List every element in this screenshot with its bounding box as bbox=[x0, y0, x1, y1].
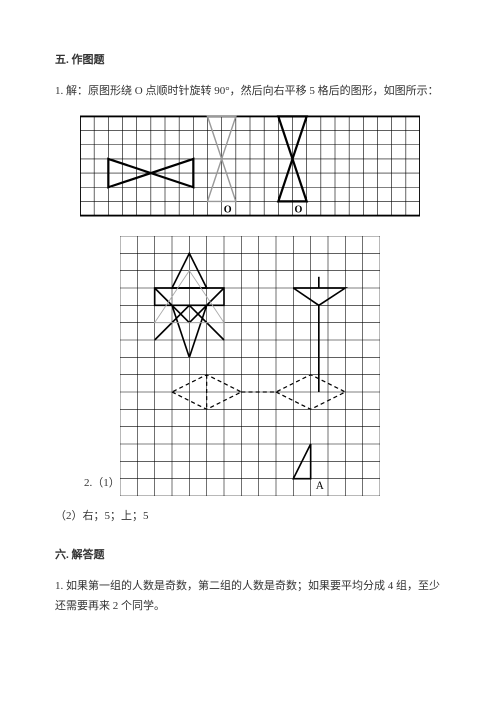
figure-2: A 2.（1） bbox=[120, 236, 380, 496]
label-o1: O bbox=[224, 204, 232, 215]
problem-5-2-label: 2.（1） bbox=[84, 473, 120, 494]
section-6-title: 六. 解答题 bbox=[55, 545, 445, 566]
figure-1: O O bbox=[55, 114, 445, 218]
label-a: A bbox=[316, 480, 325, 492]
problem-5-1: 1. 解：原图形绕 O 点顺时针旋转 90°，然后向右平移 5 格后的图形，如图… bbox=[55, 81, 445, 102]
answer-5-2: （2）右；5；上；5 bbox=[55, 506, 445, 527]
problem-6-1: 1. 如果第一组的人数是奇数，第二组的人数是奇数；如果要平均分成 4 组，至少还… bbox=[55, 576, 445, 618]
section-5-title: 五. 作图题 bbox=[55, 50, 445, 71]
label-o2: O bbox=[295, 204, 303, 215]
